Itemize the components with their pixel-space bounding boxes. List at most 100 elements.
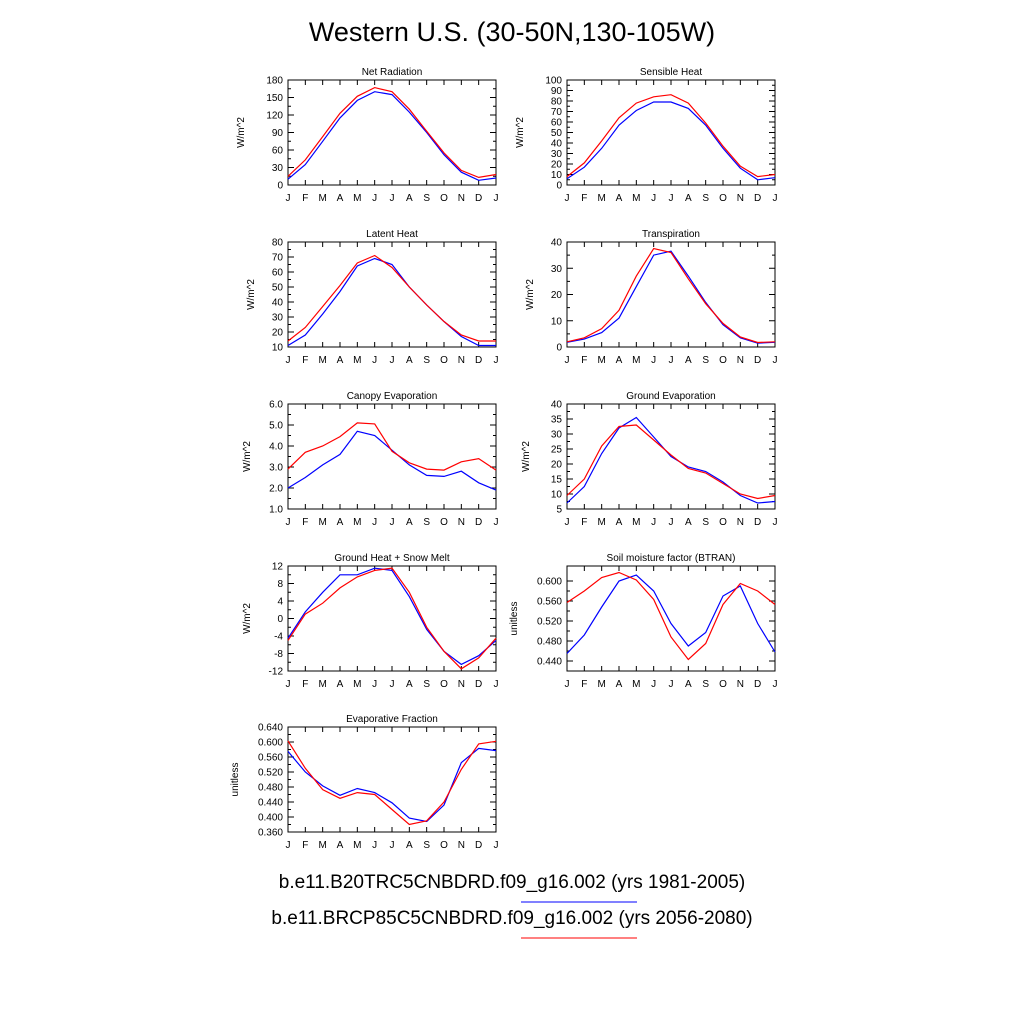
x-tick-label: D	[475, 679, 482, 690]
x-tick-label: J	[565, 355, 570, 366]
x-tick-label: O	[440, 193, 448, 204]
series-line-case1	[287, 747, 497, 823]
y-tick-label: 90	[272, 128, 284, 139]
x-tick-label: S	[702, 355, 709, 366]
series-line-case2	[287, 254, 496, 342]
x-tick-label: D	[754, 355, 761, 366]
x-tick-label: D	[475, 355, 482, 366]
x-tick-label: D	[754, 679, 761, 690]
y-tick-label: 40	[551, 139, 563, 150]
plot-frame	[566, 565, 776, 672]
x-tick-label: J	[494, 193, 499, 204]
x-tick-label: N	[458, 355, 465, 366]
x-tick-label: M	[318, 517, 326, 528]
legend-case2-label: b.e11.BRCP85C5CNBDRD.f09_g16.002 (yrs 20…	[271, 908, 753, 929]
y-tick-label: 15	[551, 475, 563, 486]
y-axis-label: W/m^2	[242, 441, 253, 472]
x-tick-label: N	[737, 355, 744, 366]
y-tick-label: 60	[551, 118, 563, 129]
y-tick-label: 4	[277, 597, 283, 608]
x-tick-label: O	[440, 840, 448, 851]
x-tick-label: F	[302, 193, 308, 204]
x-tick-label: M	[632, 193, 640, 204]
x-tick-label: D	[754, 193, 761, 204]
y-axis-label: W/m^2	[246, 279, 257, 310]
x-tick-label: J	[494, 517, 499, 528]
y-tick-label: 90	[551, 86, 563, 97]
x-tick-label: J	[372, 517, 377, 528]
y-tick-label: 5	[556, 505, 562, 516]
x-tick-label: A	[685, 355, 692, 366]
x-tick-label: A	[616, 517, 623, 528]
panel-title: Sensible Heat	[640, 67, 702, 78]
series-line-case2	[566, 94, 776, 178]
y-tick-label: 0	[556, 181, 562, 192]
x-tick-label: J	[669, 355, 674, 366]
series-line-case2	[287, 567, 497, 670]
x-tick-label: O	[440, 679, 448, 690]
y-tick-label: 20	[551, 290, 563, 301]
panel-title: Latent Heat	[366, 229, 418, 240]
x-tick-label: N	[458, 679, 465, 690]
x-tick-label: O	[719, 193, 727, 204]
y-tick-label: 30	[551, 264, 563, 275]
x-tick-label: A	[337, 679, 344, 690]
plot-frame	[287, 241, 497, 348]
series-line-case2	[566, 571, 776, 661]
x-tick-label: J	[286, 517, 291, 528]
x-tick-label: J	[372, 355, 377, 366]
x-tick-label: N	[737, 679, 744, 690]
x-tick-label: M	[632, 679, 640, 690]
x-tick-label: D	[475, 840, 482, 851]
x-tick-label: A	[685, 679, 692, 690]
y-tick-label: 6.0	[269, 400, 283, 411]
plot-frame	[287, 79, 497, 186]
panel-title: Canopy Evaporation	[347, 391, 438, 402]
legend-case1-label: b.e11.B20TRC5CNBDRD.f09_g16.002 (yrs 198…	[278, 872, 746, 893]
y-tick-label: 4.0	[269, 442, 283, 453]
x-tick-label: S	[702, 193, 709, 204]
x-tick-label: M	[353, 193, 361, 204]
x-tick-label: D	[475, 517, 482, 528]
x-tick-label: J	[651, 517, 656, 528]
series-line-case2	[566, 247, 776, 344]
panel-title: Ground Heat + Snow Melt	[334, 553, 450, 564]
y-tick-label: 20	[551, 460, 563, 471]
x-tick-label: J	[565, 193, 570, 204]
y-tick-label: 0.600	[258, 738, 283, 749]
plot-frame	[566, 241, 776, 348]
x-tick-label: N	[737, 517, 744, 528]
y-tick-label: 50	[272, 283, 284, 294]
series-line-case1	[566, 416, 776, 504]
x-tick-label: J	[773, 679, 778, 690]
y-tick-label: 8	[277, 579, 283, 590]
x-tick-label: A	[337, 355, 344, 366]
x-tick-label: D	[754, 517, 761, 528]
y-tick-label: 3.0	[269, 463, 283, 474]
x-tick-label: A	[406, 840, 413, 851]
y-tick-label: 0.560	[258, 753, 283, 764]
x-tick-label: D	[475, 193, 482, 204]
x-tick-label: F	[302, 840, 308, 851]
plot-frame	[287, 726, 497, 833]
y-tick-label: 1.0	[269, 505, 283, 516]
y-tick-label: 80	[272, 238, 284, 249]
series-line-case1	[287, 257, 496, 347]
y-tick-label: 35	[551, 415, 563, 426]
panel-title: Ground Evaporation	[626, 391, 716, 402]
x-tick-label: O	[719, 355, 727, 366]
x-tick-label: M	[353, 679, 361, 690]
y-axis-label: W/m^2	[521, 441, 532, 472]
x-tick-label: S	[702, 679, 709, 690]
y-tick-label: -8	[274, 649, 283, 660]
series-line-case1	[287, 567, 497, 666]
y-tick-label: 70	[551, 107, 563, 118]
y-tick-label: 0.440	[258, 798, 283, 809]
y-tick-label: 70	[272, 253, 284, 264]
y-tick-label: 5.0	[269, 421, 283, 432]
x-tick-label: M	[318, 355, 326, 366]
x-tick-label: F	[581, 679, 587, 690]
y-tick-label: 30	[551, 149, 563, 160]
